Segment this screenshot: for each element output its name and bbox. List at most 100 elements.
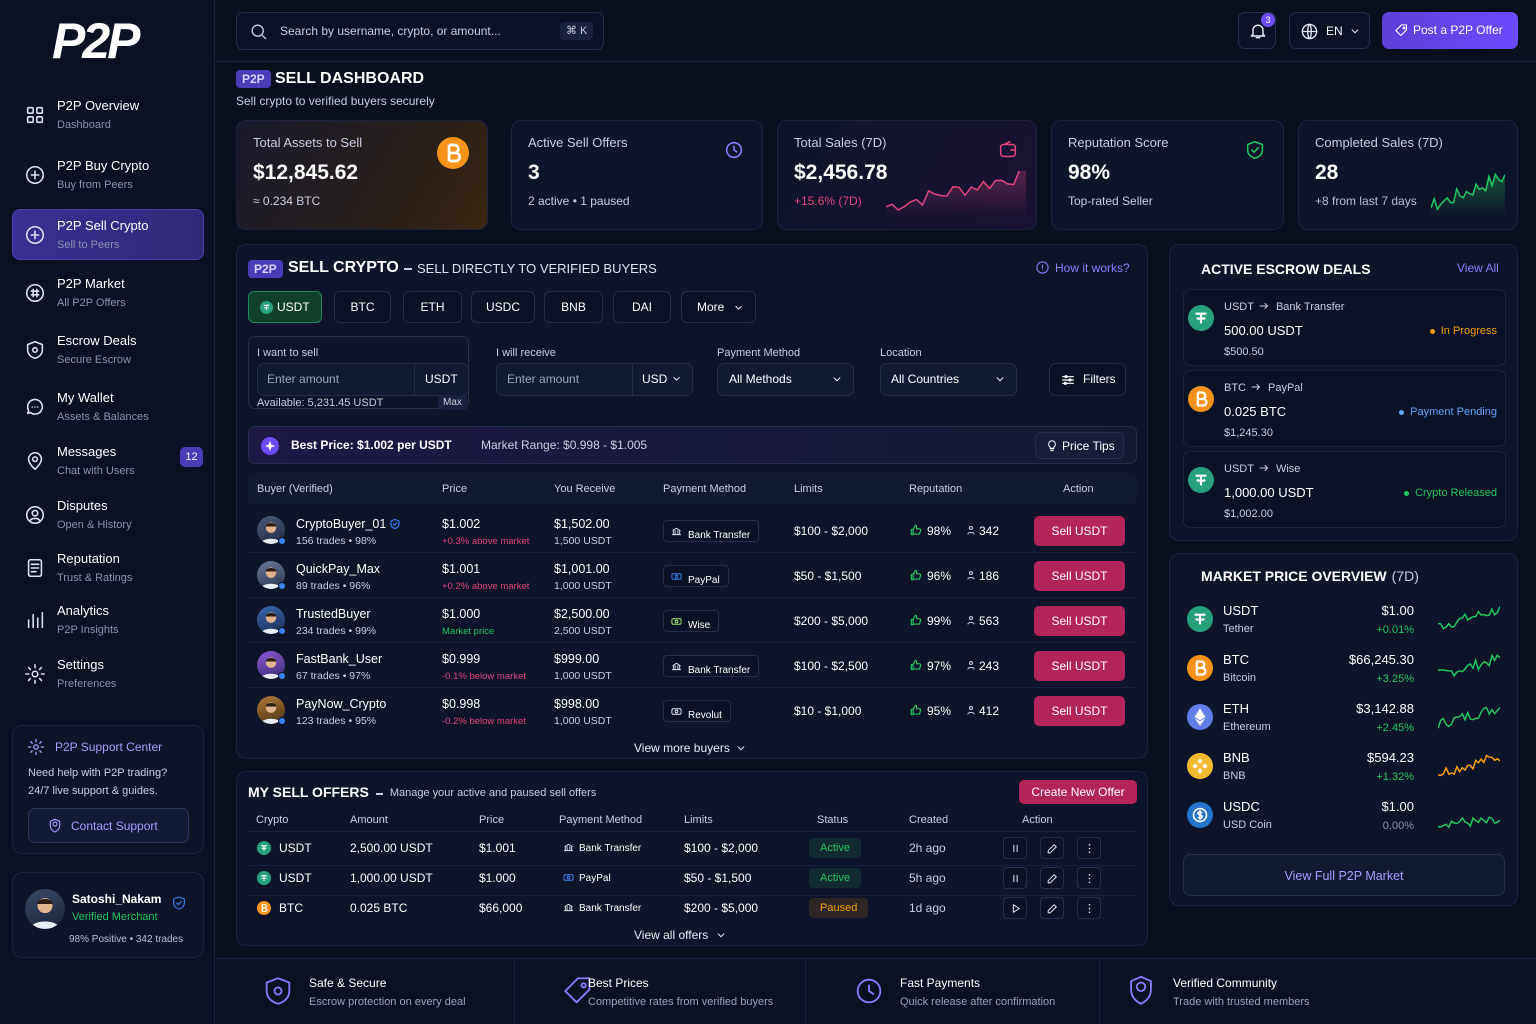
column-header: Price (442, 483, 468, 495)
sell-button[interactable]: Sell USDT (1034, 651, 1125, 681)
nav-subtitle: Trust & Ratings (57, 572, 133, 584)
nav-item[interactable]: P2P Sell Crypto Sell to Peers (12, 212, 204, 258)
deal-value: $1,002.00 (1224, 508, 1273, 520)
nav-item[interactable]: P2P Overview Dashboard (12, 92, 204, 138)
crypto-tab[interactable]: USDC (471, 291, 535, 323)
view-more[interactable]: View more buyers (634, 741, 730, 755)
coin-icon (1187, 802, 1213, 828)
icon-part (176, 900, 182, 906)
trade-count: 563 (979, 614, 1000, 628)
icon-part (25, 225, 45, 245)
action-button[interactable] (1040, 837, 1064, 859)
coin-symbol: USDC (1223, 799, 1260, 814)
action-button[interactable] (1077, 867, 1101, 889)
icon-part (31, 346, 39, 354)
icon-part (967, 531, 975, 535)
max-button[interactable]: Max (438, 395, 467, 410)
crypto-tab[interactable]: ETH (403, 291, 462, 323)
icon-part (1064, 375, 1068, 379)
sell-button[interactable]: Sell USDT (1034, 516, 1125, 546)
price-tips-button[interactable]: Price Tips (1035, 432, 1124, 459)
coin-icon (1188, 305, 1214, 331)
select-value: All Countries (891, 372, 960, 386)
icon-part (1194, 708, 1206, 726)
offer-method: Bank Transfer (579, 843, 642, 854)
offer-price: $66,000 (479, 901, 523, 915)
icon (24, 104, 46, 126)
view-all-offers[interactable]: View all offers (634, 928, 709, 942)
filters-button[interactable]: Filters (1049, 363, 1126, 396)
icon (965, 569, 977, 581)
icon-part (1187, 704, 1213, 730)
post-offer-button[interactable]: Post a P2P Offer (1382, 12, 1518, 49)
nav-item[interactable]: My Wallet Assets & Balances (12, 384, 204, 430)
icon-part (25, 225, 45, 245)
icon-part (967, 711, 975, 715)
language-button[interactable]: EN (1289, 12, 1370, 49)
icon-part (1088, 843, 1091, 854)
deal-status: Crypto Released (1415, 487, 1497, 499)
action-button[interactable] (1040, 897, 1064, 919)
icon-part (1130, 975, 1152, 1005)
icon-part (564, 977, 591, 1004)
offer-limits: $200 - $5,000 (684, 901, 759, 915)
row-divider (248, 865, 1137, 866)
sell-button[interactable]: Sell USDT (1034, 606, 1125, 636)
action-button[interactable] (1003, 867, 1027, 889)
contact-button[interactable]: Contact Support (28, 808, 189, 843)
action-button[interactable] (1003, 837, 1027, 859)
search-box[interactable]: Search by username, crypto, or amount...… (236, 12, 604, 50)
nav-item[interactable]: Messages Chat with Users (12, 438, 204, 484)
action-button[interactable] (1040, 867, 1064, 889)
icon (1250, 381, 1262, 393)
crypto-tab[interactable]: BTC (334, 291, 391, 323)
icon-part (1250, 24, 1266, 39)
view-all[interactable]: View All (1457, 261, 1499, 275)
create-offer-button[interactable]: Create New Offer (1019, 780, 1137, 804)
help-link[interactable]: How it works? (1055, 261, 1130, 275)
action-button[interactable] (1003, 897, 1027, 919)
crypto-tab[interactable]: BNB (544, 291, 603, 323)
sell-button[interactable]: Sell USDT (1034, 561, 1125, 591)
icon-part (674, 709, 679, 714)
icon-part (996, 377, 1004, 382)
location-select[interactable] (880, 363, 1017, 396)
method-select[interactable] (717, 363, 854, 396)
icon-part (260, 612, 282, 634)
tab-label: USDT (277, 300, 310, 314)
escrow-panel: ACTIVE ESCROW DEALS View All USDT Bank Tran… (1169, 244, 1518, 541)
icon-part (868, 984, 875, 995)
icon-part (1431, 173, 1505, 211)
nav-item[interactable]: Settings Preferences (12, 651, 204, 697)
receive-input[interactable] (496, 363, 693, 396)
nav-item[interactable]: P2P Buy Crypto Buy from Peers (12, 152, 204, 198)
sell-button[interactable]: Sell USDT (1034, 696, 1125, 726)
action-button[interactable] (1077, 837, 1101, 859)
avatar (257, 651, 285, 679)
crypto-tab[interactable]: DAI (613, 291, 671, 323)
buyer-name: PayNow_Crypto (296, 697, 387, 711)
crypto-tab[interactable]: More (681, 291, 756, 323)
sell-input[interactable] (257, 363, 469, 396)
coin-icon (1187, 606, 1213, 632)
offer-crypto: USDT (279, 841, 312, 855)
icon (1045, 439, 1059, 453)
nav-item[interactable]: Reputation Trust & Ratings (12, 545, 204, 591)
market-button[interactable]: View Full P2P Market (1183, 854, 1505, 896)
icon-part (265, 568, 277, 572)
nav-item[interactable]: Escrow Deals Secure Escrow (12, 327, 204, 373)
status-dot (1429, 329, 1435, 334)
nav-item[interactable]: P2P Market All P2P Offers (12, 270, 204, 316)
coin-icon (1187, 753, 1213, 779)
icon-part (25, 505, 45, 525)
icon (1083, 842, 1096, 855)
icon-part (886, 171, 1020, 211)
feature: Fast Payments Quick release after confirm… (806, 959, 1100, 1024)
icon-part (273, 986, 283, 996)
action-button[interactable] (1077, 897, 1101, 919)
crypto-tab[interactable]: USDT (248, 291, 322, 323)
nav-item[interactable]: Disputes Open & History (12, 492, 204, 538)
nav-item[interactable]: Analytics P2P Insights (12, 597, 204, 643)
escrow-title: ACTIVE ESCROW DEALS (1201, 261, 1371, 277)
